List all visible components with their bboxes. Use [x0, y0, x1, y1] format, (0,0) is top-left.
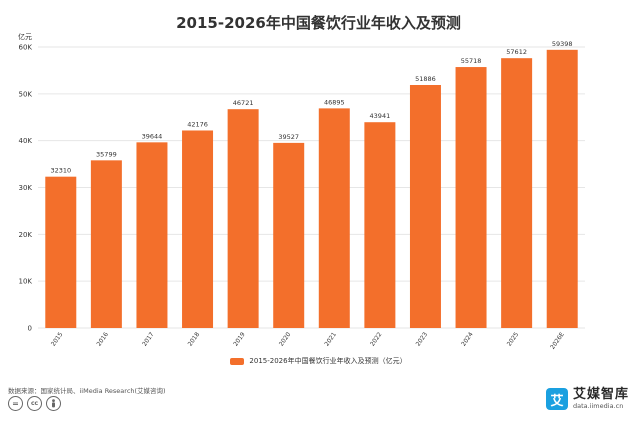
- value-label: 32310: [50, 167, 71, 175]
- bar[interactable]: [273, 142, 305, 328]
- y-tick-label: 30K: [19, 184, 33, 192]
- value-label: 51886: [415, 75, 436, 83]
- y-axis-ticks: 0 10K 20K 30K 40K 50K 60K: [19, 44, 33, 333]
- y-tick-label: 60K: [19, 44, 33, 52]
- bar[interactable]: [227, 109, 259, 329]
- value-label: 59398: [552, 40, 573, 48]
- y-tick-label: 40K: [19, 137, 33, 145]
- bar[interactable]: [90, 160, 122, 328]
- x-tick-label: 2022: [369, 331, 384, 348]
- y-tick-label: 10K: [19, 278, 33, 286]
- brand-logo: 艾: [545, 388, 568, 411]
- bar[interactable]: [364, 122, 396, 328]
- x-tick-label: 2025: [506, 331, 521, 348]
- value-label: 55718: [461, 57, 482, 65]
- license-icons: = cc: [8, 396, 61, 411]
- y-axis-unit: 亿元: [18, 32, 32, 41]
- x-tick-label: 2020: [278, 331, 293, 348]
- legend-label: 2015-2026年中国餐饮行业年收入及预测（亿元）: [249, 357, 407, 365]
- person-icon: [46, 396, 61, 411]
- brand-name: 艾媒智库: [572, 387, 629, 402]
- bar[interactable]: [455, 67, 487, 329]
- brand-url: data.iimedia.cn: [572, 402, 624, 411]
- legend-swatch: [230, 357, 245, 365]
- value-label: 39644: [142, 132, 163, 140]
- x-tick-label: 2018: [187, 331, 202, 348]
- x-tick-label: 2024: [460, 331, 475, 348]
- value-label: 39527: [278, 133, 299, 141]
- value-label: 57612: [506, 48, 527, 56]
- equals-icon: =: [8, 396, 23, 411]
- bar[interactable]: [136, 142, 168, 328]
- x-tick-label: 2026E: [549, 331, 566, 351]
- bar[interactable]: [501, 58, 533, 328]
- value-labels: 32310 35799 39644 42176 46721 39527 46895 43941…: [50, 40, 572, 175]
- y-tick-label: 0: [28, 325, 32, 333]
- x-tick-label: 2017: [141, 331, 156, 348]
- grid-lines: [38, 46, 585, 329]
- y-tick-label: 20K: [19, 231, 33, 239]
- x-tick-label: 2021: [323, 331, 338, 348]
- data-source: 数据来源：国家统计局、iiMedia Research(艾媒咨询): [8, 387, 166, 395]
- x-axis-ticks: 2015 2016 2017 2018 2019 2020 2021 2022 2023 2024…: [50, 331, 566, 351]
- value-label: 46721: [233, 99, 254, 107]
- x-tick-label: 2023: [415, 331, 430, 348]
- legend[interactable]: 2015-2026年中国餐饮行业年收入及预测（亿元）: [0, 356, 637, 366]
- bar[interactable]: [546, 49, 578, 328]
- x-tick-label: 2016: [96, 331, 111, 348]
- bar[interactable]: [318, 108, 350, 328]
- bar[interactable]: [409, 85, 441, 328]
- brand[interactable]: 艾 艾媒智库 data.iimedia.cn: [545, 387, 629, 411]
- bar[interactable]: [182, 130, 214, 328]
- value-label: 43941: [370, 112, 391, 120]
- bars: [45, 49, 578, 329]
- x-tick-label: 2019: [232, 331, 247, 348]
- value-label: 46895: [324, 98, 345, 106]
- y-tick-label: 50K: [19, 90, 33, 98]
- x-tick-label: 2015: [50, 331, 65, 348]
- value-label: 42176: [187, 120, 208, 128]
- bar[interactable]: [45, 176, 77, 328]
- cc-icon: cc: [27, 396, 42, 411]
- chart-title: 2015-2026年中国餐饮行业年收入及预测: [176, 14, 461, 32]
- value-label: 35799: [96, 150, 117, 158]
